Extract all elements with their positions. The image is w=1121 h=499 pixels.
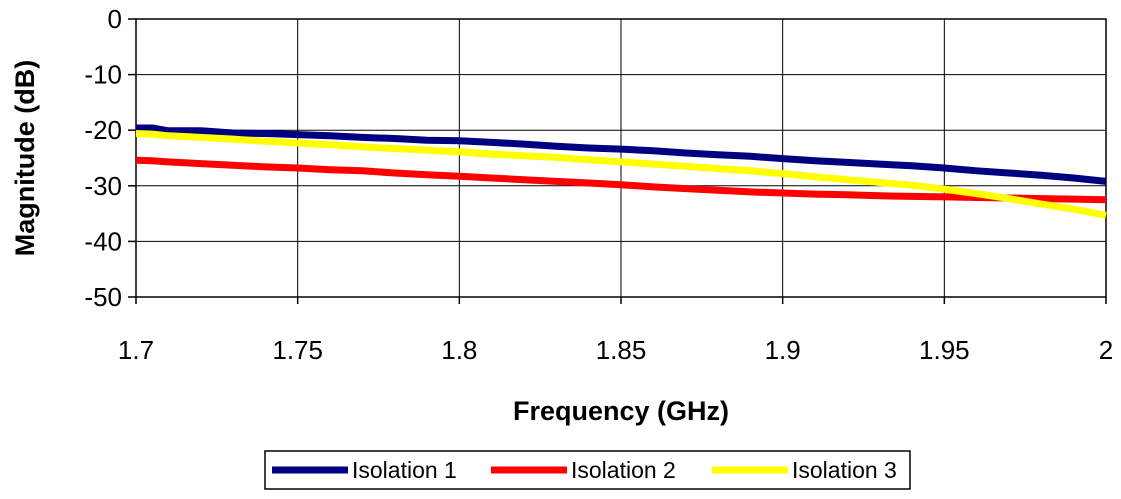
y-tick-label: -30 <box>84 171 122 201</box>
y-tick-label: 0 <box>108 4 122 34</box>
y-tick-label: -20 <box>84 115 122 145</box>
legend-item-isolation-2: Isolation 2 <box>491 457 676 483</box>
y-tick-label: -50 <box>84 282 122 312</box>
x-tick-label: 1.8 <box>441 335 477 365</box>
x-tick-label: 1.7 <box>118 335 154 365</box>
series-lines <box>135 124 1107 219</box>
legend-label: Isolation 1 <box>352 457 457 483</box>
x-tick-label: 1.9 <box>765 335 801 365</box>
x-axis-title: Frequency (GHz) <box>513 396 729 426</box>
x-tick-label: 1.75 <box>272 335 323 365</box>
x-axis-ticks: 1.7 1.75 1.8 1.85 1.9 1.95 2 <box>118 297 1113 365</box>
series-line-isolation-3 <box>135 130 1107 219</box>
series-line-isolation-1 <box>136 124 1107 185</box>
legend-label: Isolation 3 <box>792 457 897 483</box>
x-tick-label: 2 <box>1099 335 1113 365</box>
x-tick-label: 1.95 <box>919 335 970 365</box>
legend-item-isolation-1: Isolation 1 <box>272 457 457 483</box>
y-axis-title: Magnitude (dB) <box>10 60 40 256</box>
y-axis-ticks: 0 -10 -20 -30 -40 -50 <box>84 4 136 312</box>
y-tick-label: -40 <box>84 226 122 256</box>
legend-item-isolation-3: Isolation 3 <box>712 457 897 483</box>
y-tick-label: -10 <box>84 60 122 90</box>
x-tick-label: 1.85 <box>596 335 647 365</box>
legend-box <box>264 450 911 490</box>
series-line-isolation-2 <box>135 156 1107 204</box>
legend-label: Isolation 2 <box>571 457 676 483</box>
legend: Isolation 1 Isolation 2 Isolation 3 <box>264 450 911 490</box>
